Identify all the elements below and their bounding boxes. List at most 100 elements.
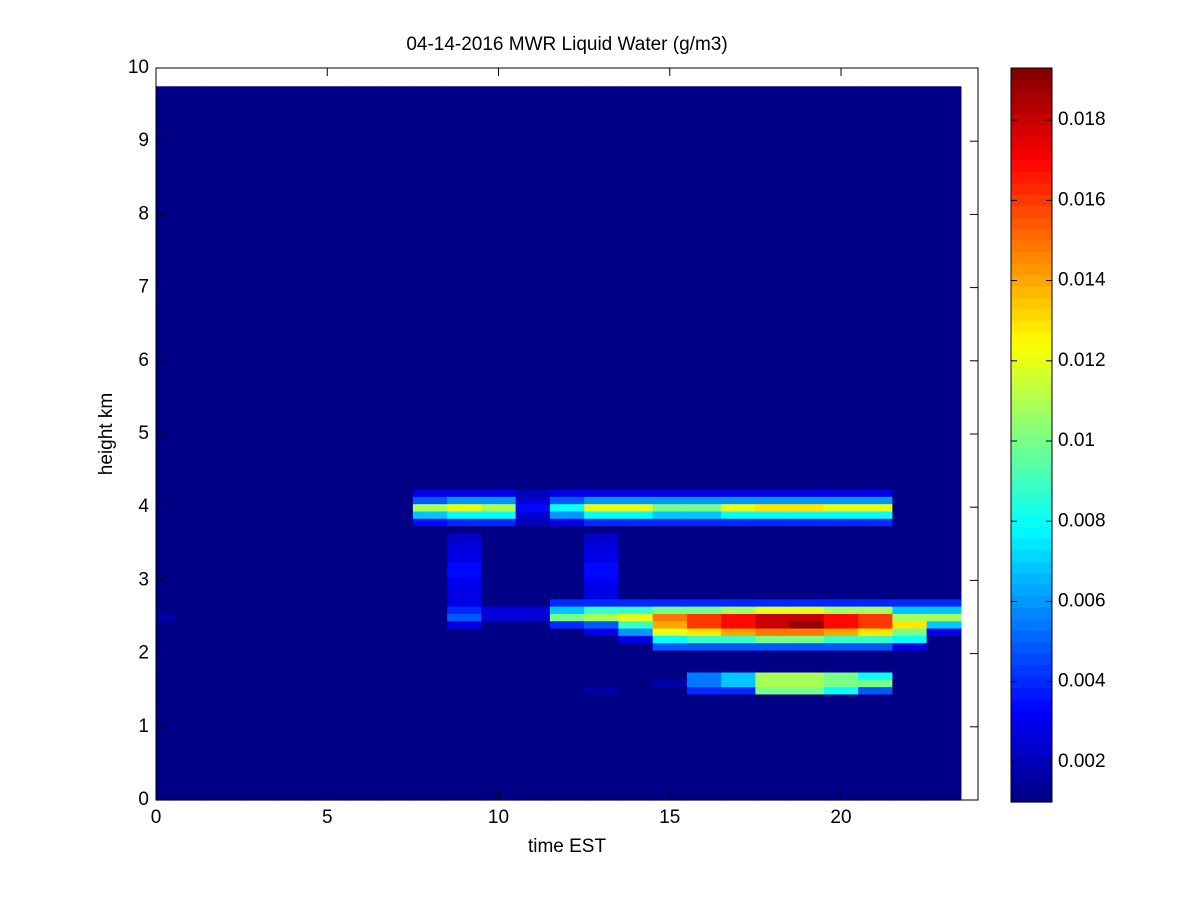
heatmap-cell [310,649,345,673]
heatmap-cell [481,488,517,497]
heatmap-cell [926,86,962,490]
heatmap-cell [378,613,414,622]
heatmap-cell [686,562,722,571]
heatmap-cell [207,496,243,505]
heatmap-cell [618,627,654,636]
heatmap-cell [926,679,962,688]
heatmap-cell [241,642,277,651]
heatmap-cell [892,554,928,563]
heatmap-cell [310,510,345,519]
heatmap-cell [412,679,448,688]
heatmap-cell [378,576,414,585]
heatmap-cell [652,679,688,688]
heatmap-cell [618,606,654,614]
heatmap-cell [378,562,414,571]
heatmap-cell [823,627,859,636]
heatmap-cell [515,693,551,801]
colorbar-swatch [1011,113,1052,126]
heatmap-cell [926,693,962,801]
heatmap-cell [823,554,859,563]
heatmap-cell [310,576,345,585]
heatmap-cell [481,620,517,629]
y-tick-label: 8 [138,203,149,224]
heatmap-cell [173,525,208,534]
heatmap-cell [755,635,791,644]
heatmap-cell [275,679,311,688]
heatmap-cell [892,547,928,556]
heatmap-cell [310,613,345,622]
colorbar-swatch [1011,480,1052,493]
heatmap-cell [344,86,380,490]
heatmap-cell [755,598,791,607]
heatmap-cell [858,569,893,578]
heatmap-cell [686,679,722,688]
heatmap-cell [344,540,380,549]
heatmap-cell [344,649,380,673]
heatmap-cell [755,693,791,801]
heatmap-cell [515,679,551,688]
heatmap-cell [481,606,517,614]
heatmap-cell [721,569,756,578]
heatmap-cell [892,86,928,490]
heatmap-cell [584,671,619,680]
heatmap-cell [755,649,791,673]
heatmap-cell [173,642,208,651]
heatmap-cell [686,693,722,801]
colorbar-swatch [1011,435,1052,448]
heatmap-cell [481,532,517,541]
heatmap-cell [378,532,414,541]
heatmap-cell [344,613,380,622]
colorbar-swatch [1011,308,1052,321]
heatmap-cell [344,510,380,519]
heatmap-cell [789,693,825,801]
heatmap-cell [275,649,311,673]
heatmap-cell [789,649,825,673]
heatmap-cell [618,679,654,688]
heatmap-cell [241,510,277,519]
heatmap-cell [412,554,448,563]
heatmap-cell [549,518,585,527]
heatmap-cell [926,591,962,600]
heatmap-cell [892,540,928,549]
heatmap-cell [789,671,825,680]
heatmap-cell [789,613,825,622]
heatmap-cell [412,569,448,578]
heatmap-cell [207,591,243,600]
heatmap-cell [310,525,345,534]
heatmap-cell [207,503,243,512]
heatmap-cell [156,613,174,622]
heatmap-cell [412,613,448,622]
heatmap-cell [275,554,311,563]
heatmap-cell [515,606,551,614]
heatmap-cell [412,576,448,585]
heatmap-cell [926,584,962,592]
heatmap-cell [156,547,174,556]
heatmap-cell [755,569,791,578]
heatmap-cell [755,584,791,592]
colorbar-swatch [1011,366,1052,379]
heatmap-cell [823,584,859,592]
heatmap-cell [173,503,208,512]
heatmap-cell [481,671,517,680]
heatmap-cell [652,569,688,578]
heatmap-cell [412,693,448,801]
colorbar-swatch [1011,194,1052,207]
heatmap-cell [156,86,174,490]
heatmap-cell [156,584,174,592]
heatmap-cell [378,671,414,680]
heatmap-cell [173,496,208,505]
heatmap-cell [892,518,928,527]
heatmap-cell [618,569,654,578]
heatmap-cell [892,642,928,651]
heatmap-cell [310,686,345,695]
heatmap-cell [652,693,688,801]
heatmap-cell [156,510,174,519]
heatmap-cell [549,540,585,549]
heatmap-cell [173,671,208,680]
colorbar-swatch [1011,400,1052,413]
heatmap-cell [447,510,482,519]
heatmap-cell [173,693,208,801]
heatmap-cell [173,488,208,497]
heatmap-cell [173,679,208,688]
heatmap-cell [926,598,962,607]
